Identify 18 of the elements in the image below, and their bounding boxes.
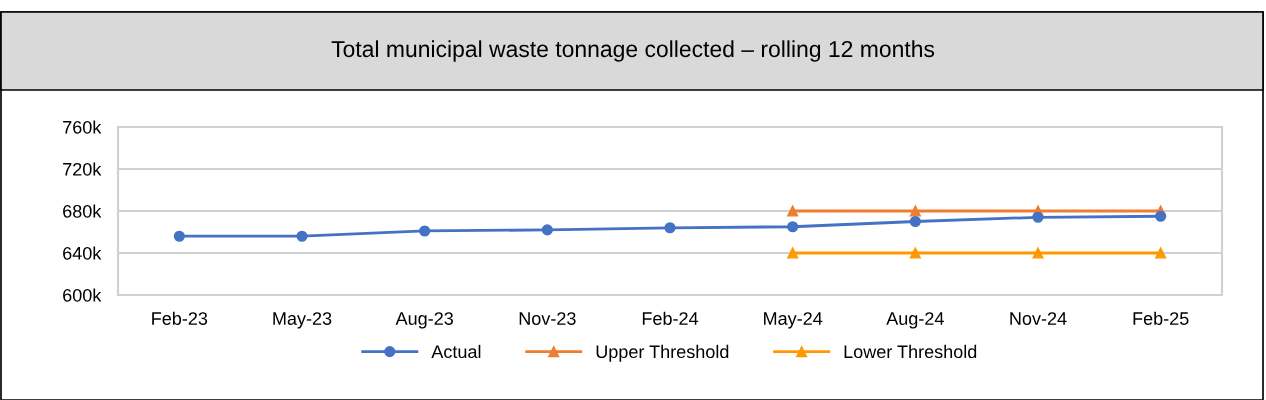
legend-label: Upper Threshold (596, 344, 729, 362)
y-tick-label: 760k (63, 120, 102, 134)
y-tick-label: 600k (63, 288, 102, 302)
x-tick-label: Nov-23 (519, 312, 576, 325)
chart-title: Total municipal waste tonnage collected – rolling 12 months (331, 40, 935, 62)
legend-label: Actual (431, 344, 481, 359)
x-tick-label: Feb-25 (1133, 311, 1189, 325)
y-tick-label: 720k (63, 162, 102, 176)
y-tick-label: 640k (63, 246, 102, 260)
x-tick-label: May-23 (273, 312, 332, 329)
y-tick-label: 680k (63, 204, 102, 218)
x-tick-label: Feb-24 (642, 311, 699, 325)
legend-label: Lower Threshold (844, 344, 977, 359)
x-tick-label: Feb-23 (152, 311, 208, 325)
x-tick-label: May-24 (764, 312, 823, 329)
x-tick-label: Aug-23 (395, 312, 453, 329)
x-tick-label: Aug-24 (886, 312, 944, 329)
x-tick-label: Nov-24 (1010, 312, 1067, 325)
